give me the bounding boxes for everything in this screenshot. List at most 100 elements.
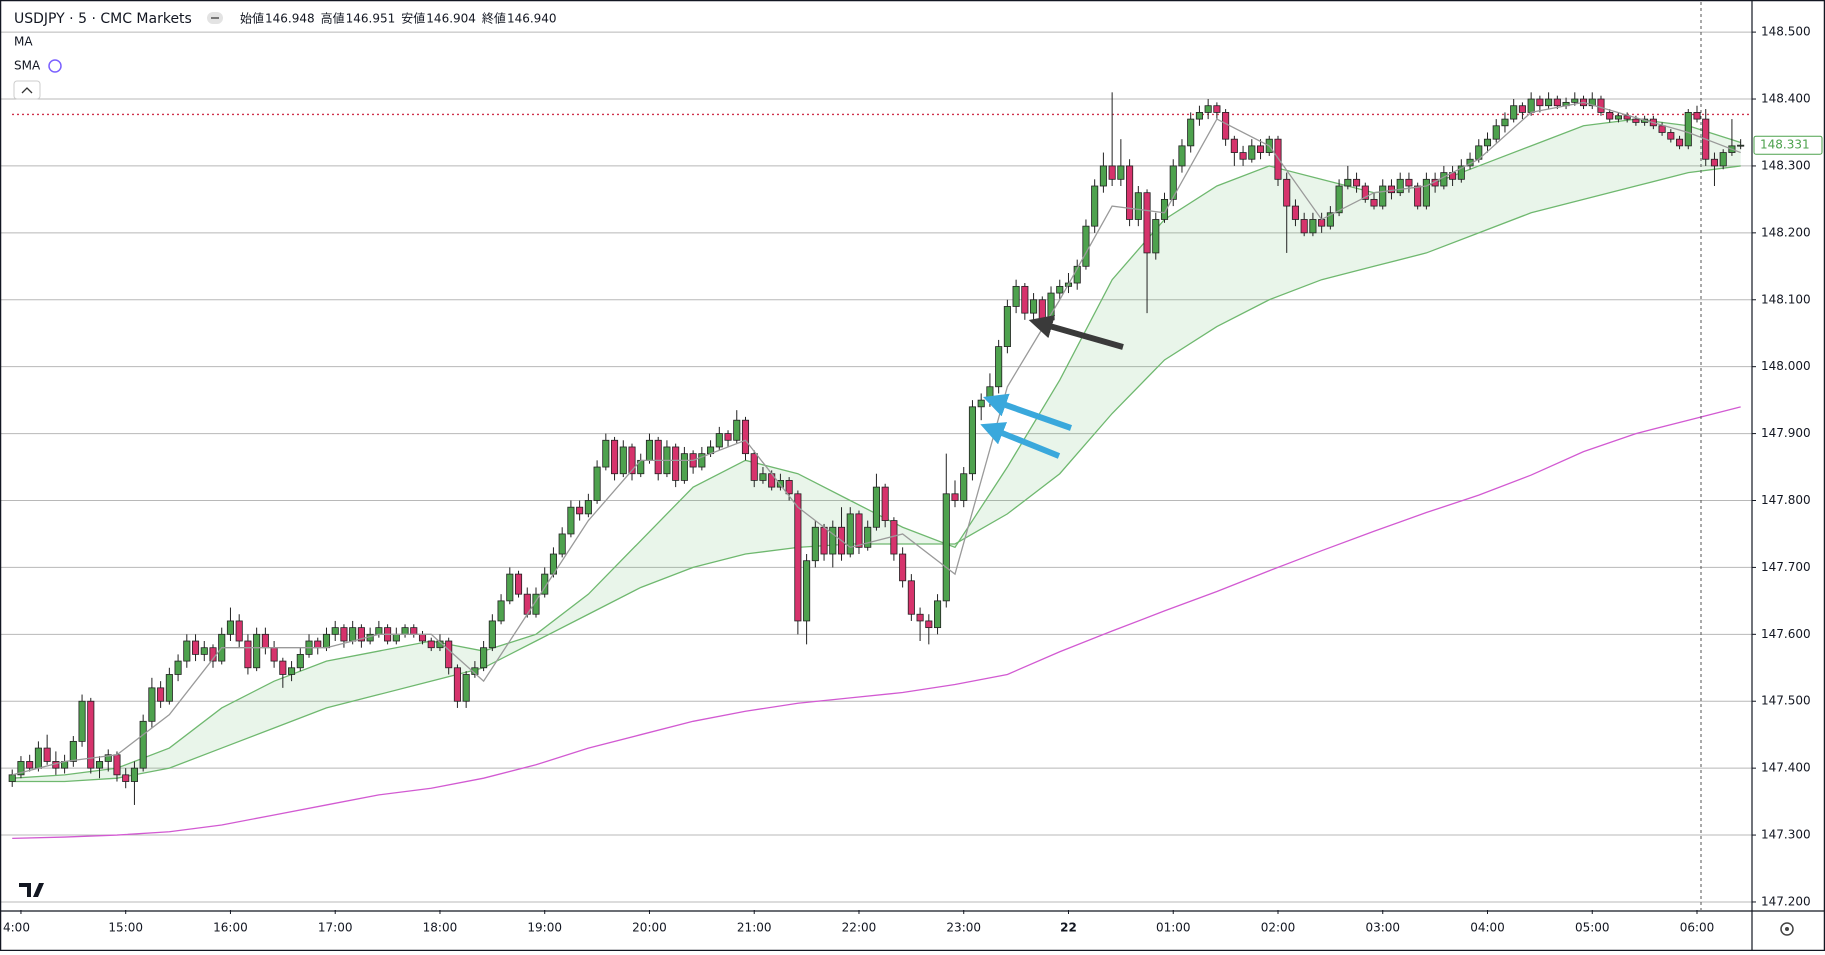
settings-button[interactable] [1780,922,1794,936]
candle-body [130,767,138,782]
candle-body [1553,98,1561,107]
y-tick-label: 148.000 [1761,359,1811,373]
candle-body [1483,138,1492,147]
candle-body [497,600,505,622]
candle-body [1204,105,1212,113]
x-tick-label: 05:00 [1575,921,1610,935]
candle-body [593,466,601,501]
candle-body [829,526,837,555]
y-tick-label: 147.400 [1761,761,1811,775]
candle-body [724,433,732,441]
candle-body [576,506,584,515]
candle-body [1248,145,1256,160]
candle-body [148,687,156,722]
candle-body [1126,165,1134,220]
candle-body [951,493,959,501]
candle-body [1134,192,1142,220]
candle-body [1169,165,1177,200]
candle-body [43,747,51,762]
y-tick-label: 148.500 [1761,25,1811,39]
y-tick-label: 148.300 [1761,158,1811,172]
candle-body [1230,138,1238,153]
candle-body [1239,152,1247,160]
candle-body [907,580,915,615]
candle-body [541,573,549,595]
candle-body [480,647,488,669]
candle-body [1047,292,1055,321]
candle-body [1414,185,1422,207]
candle-body [733,419,741,441]
candle-body [1361,185,1369,200]
candle-body [1492,125,1500,140]
ohlc-label: 始値 [240,11,264,26]
candle-body [968,406,977,475]
y-tick-label: 147.200 [1761,894,1811,908]
annotation-arrow [980,422,1061,459]
candle-body [1527,98,1535,113]
x-tick-label: 02:00 [1261,921,1296,935]
x-tick-label: 22 [1060,921,1077,935]
y-tick-label: 147.600 [1761,627,1811,641]
candle-body [279,660,287,675]
candle-body [1335,185,1343,214]
candle-body [1614,115,1622,120]
candle-body [17,761,25,776]
x-tick-label: 19:00 [527,921,562,935]
candle-body [165,674,173,702]
candle-body [942,493,950,602]
candle-body [698,453,706,468]
candle-body [1632,118,1640,123]
indicator-icon[interactable] [48,59,62,73]
candle-body [1003,306,1011,347]
candle-body [602,439,610,468]
candle-body [1318,219,1326,227]
candle-body [977,399,985,408]
candle-body [803,560,811,622]
y-tick-label: 147.500 [1761,694,1811,708]
candle-body [855,513,863,548]
candle-body [611,439,619,475]
candle-body [1300,219,1308,234]
candle-body [1737,144,1745,147]
candle-body [157,687,165,702]
candle-body [453,667,461,702]
x-tick-label: 4:00 [3,921,30,935]
y-tick-label: 147.300 [1761,828,1811,842]
ohlc-label: 高値 [321,11,345,26]
candle-body [1545,98,1553,107]
candle-body [584,500,592,515]
candle-body [1597,98,1605,113]
x-tick-label: 15:00 [108,921,143,935]
candle-body [1256,145,1265,153]
candle-body [1588,98,1596,107]
candle-body [200,647,208,655]
candle-body [357,627,365,642]
annotation-arrow [1028,315,1124,350]
candle-body [532,593,540,615]
candle-body [785,480,793,495]
candle-body [401,627,409,635]
candle-body [934,600,942,629]
candle-body [1178,145,1186,167]
logo [19,883,44,897]
candle-body [87,700,95,769]
toggle-legend-icon [21,87,33,94]
candle-body [1518,105,1526,113]
candle-body [34,747,42,769]
x-tick-label: 04:00 [1470,921,1505,935]
y-tick-label: 147.900 [1761,426,1811,440]
candle-body [410,627,418,635]
candle-body [820,526,828,555]
candle-body [1510,105,1518,120]
ma-line [12,101,1741,776]
toggle-legend-button[interactable] [13,80,41,100]
candle-body [1658,125,1666,133]
candle-body [26,761,34,769]
y-tick-label: 147.700 [1761,560,1811,574]
ohlc-value: 146.951 [346,12,396,26]
candle-body [261,633,269,649]
candle-body [1571,98,1579,103]
x-tick-label: 21:00 [737,921,772,935]
candle-body [750,453,758,481]
